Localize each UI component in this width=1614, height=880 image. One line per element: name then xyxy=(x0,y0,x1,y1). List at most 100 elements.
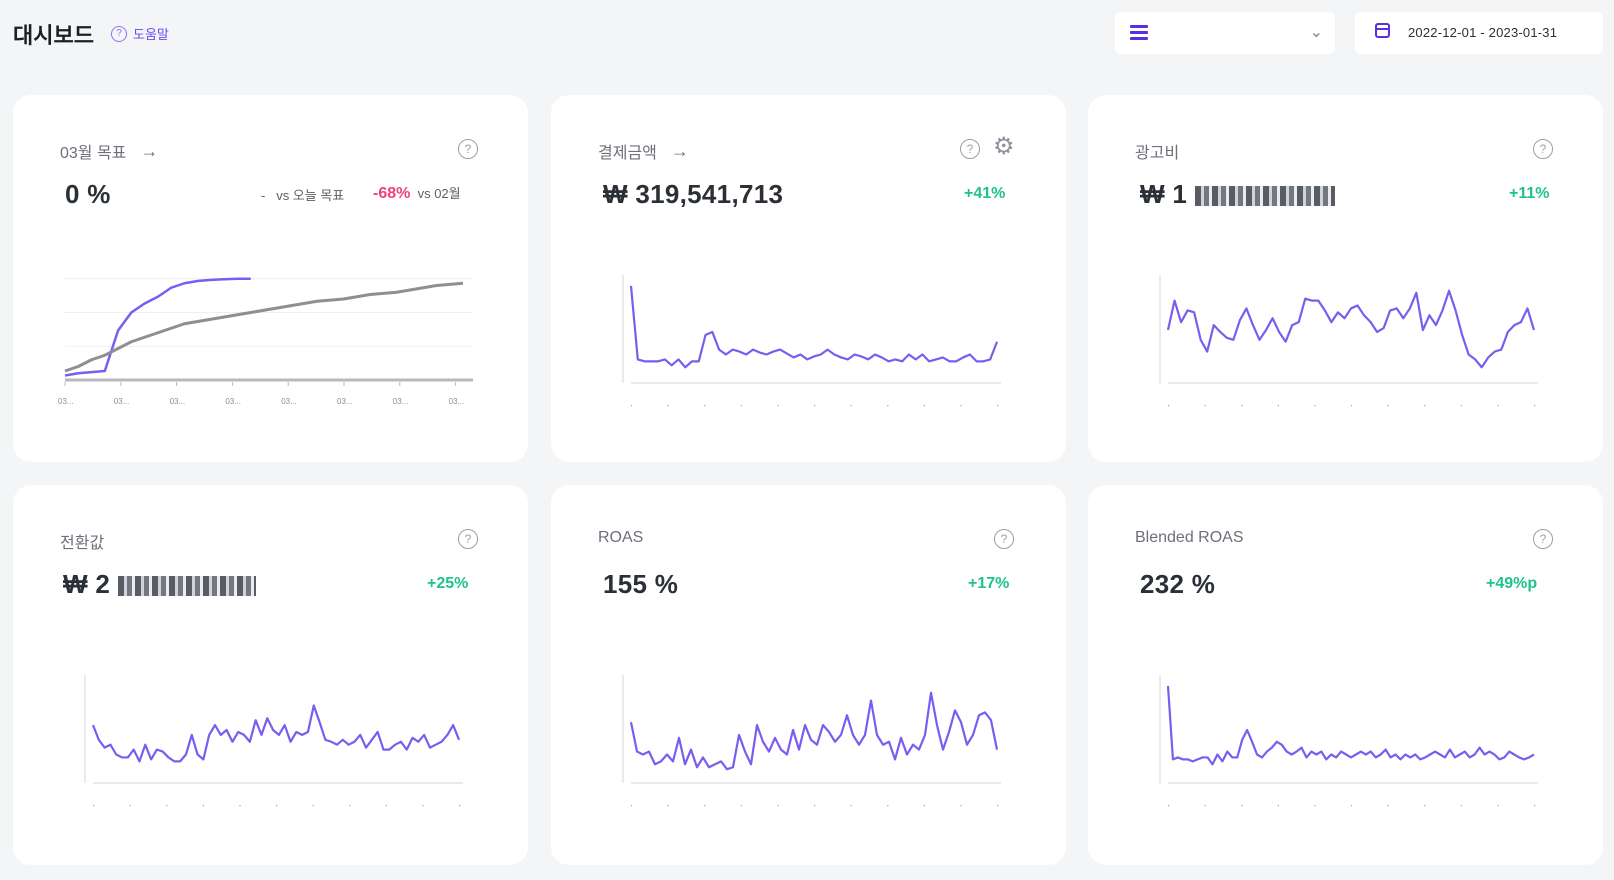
x-tick xyxy=(166,805,168,807)
help-icon[interactable]: ? xyxy=(960,139,980,159)
x-tick xyxy=(312,805,314,807)
x-tick xyxy=(887,805,889,807)
x-tick xyxy=(740,805,742,807)
help-icon: ? xyxy=(111,25,127,42)
arrow-right-icon[interactable]: → xyxy=(140,140,159,161)
redacted-mask xyxy=(1194,186,1335,207)
x-tick xyxy=(1387,405,1389,407)
card-title: Blended ROAS xyxy=(1135,529,1244,547)
card-title: 03월 목표 → xyxy=(60,139,158,163)
help-icon[interactable]: ? xyxy=(994,529,1014,549)
x-tick-label: 03... xyxy=(58,397,74,406)
card-title-text: 결제금액 xyxy=(598,145,657,162)
conversion-change: +25% xyxy=(427,575,469,592)
x-tick xyxy=(459,805,461,807)
help-icon[interactable]: ? xyxy=(1533,139,1553,159)
goal-value: 0 % xyxy=(65,179,111,209)
x-tick-label: 03... xyxy=(337,397,353,406)
vs-today-label: vs 오늘 목표 xyxy=(276,188,345,203)
x-tick xyxy=(1204,405,1206,407)
x-tick xyxy=(1241,805,1243,807)
calendar-icon xyxy=(1375,23,1390,38)
x-tick xyxy=(1277,405,1279,407)
x-tick xyxy=(385,805,387,807)
vs-today-value: - xyxy=(261,188,266,203)
top-bar: 대시보드 ? 도움말 ⌄ 2022-12-01 - 2023-01-31 xyxy=(0,0,1614,70)
card-roas: ROAS ? 155 % +17% xyxy=(551,485,1066,865)
series-line xyxy=(629,285,999,369)
x-tick xyxy=(1497,805,1499,807)
x-tick xyxy=(1204,805,1206,807)
ad-spend-chart xyxy=(1159,275,1538,407)
x-tick xyxy=(1351,805,1353,807)
card-title-text: ROAS xyxy=(598,529,644,546)
series-line xyxy=(1166,289,1536,369)
x-tick xyxy=(1460,405,1462,407)
x-tick xyxy=(740,405,742,407)
vs-today: - vs 오늘 목표 xyxy=(261,185,344,204)
x-tick xyxy=(1314,405,1316,407)
x-tick xyxy=(960,805,962,807)
conversion-value-prefix: ₩ 2 xyxy=(63,569,111,599)
roas-change: +17% xyxy=(968,575,1010,592)
gear-icon[interactable]: ⚙ xyxy=(993,133,1015,160)
x-tick xyxy=(887,405,889,407)
payment-chart xyxy=(622,275,1001,407)
vs-month-value: -68% xyxy=(373,185,411,202)
ad-spend-value: ₩ 1 xyxy=(1140,179,1335,210)
x-tick xyxy=(129,805,131,807)
x-tick xyxy=(93,805,95,807)
store-select[interactable]: ⌄ xyxy=(1115,12,1335,54)
x-tick xyxy=(704,405,706,407)
card-title: 광고비 xyxy=(1135,139,1179,163)
series-line xyxy=(629,691,999,771)
x-tick-label: 03... xyxy=(170,397,186,406)
x-tick xyxy=(777,805,779,807)
x-tick xyxy=(1314,805,1316,807)
arrow-right-icon[interactable]: → xyxy=(670,140,689,161)
x-tick xyxy=(349,805,351,807)
help-icon[interactable]: ? xyxy=(458,529,478,549)
date-range-picker[interactable]: 2022-12-01 - 2023-01-31 xyxy=(1355,12,1603,54)
x-tick-label: 03... xyxy=(225,397,241,406)
x-tick xyxy=(276,805,278,807)
blended-roas-change: +49%p xyxy=(1486,575,1538,592)
x-tick xyxy=(1424,805,1426,807)
date-range-text: 2022-12-01 - 2023-01-31 xyxy=(1408,25,1558,40)
vs-month: -68% vs 02월 xyxy=(373,183,461,203)
card-conversion-value: 전환값 ? ₩ 2 +25% xyxy=(13,485,528,865)
x-tick xyxy=(997,405,999,407)
x-tick-label: 03... xyxy=(114,397,130,406)
x-tick xyxy=(202,805,204,807)
menu-icon xyxy=(1130,25,1148,41)
blended-roas-chart xyxy=(1159,675,1538,807)
help-icon[interactable]: ? xyxy=(1533,529,1553,549)
ad-spend-change: +11% xyxy=(1509,185,1550,202)
x-tick xyxy=(1534,805,1536,807)
x-tick xyxy=(667,405,669,407)
x-tick xyxy=(814,405,816,407)
x-tick xyxy=(1497,405,1499,407)
x-tick xyxy=(704,805,706,807)
x-tick xyxy=(850,805,852,807)
help-icon[interactable]: ? xyxy=(458,139,478,159)
x-tick-label: 03... xyxy=(449,397,465,406)
redacted-mask xyxy=(117,576,256,597)
card-title: 전환값 xyxy=(60,529,104,553)
chevron-down-icon: ⌄ xyxy=(1309,24,1323,41)
card-title-text: 전환값 xyxy=(60,535,105,552)
x-tick xyxy=(631,805,633,807)
card-title: ROAS xyxy=(598,529,643,547)
ad-spend-value-prefix: ₩ 1 xyxy=(1140,179,1188,209)
x-tick xyxy=(422,805,424,807)
x-tick xyxy=(1460,805,1462,807)
series-line xyxy=(1166,685,1535,766)
vs-month-label: vs 02월 xyxy=(417,186,461,201)
roas-chart xyxy=(622,675,1001,807)
series-line xyxy=(91,704,461,763)
help-link[interactable]: ? 도움말 xyxy=(111,24,169,43)
x-tick xyxy=(997,805,999,807)
payment-value: ₩ 319,541,713 xyxy=(603,179,784,209)
x-tick xyxy=(1424,405,1426,407)
x-tick xyxy=(1168,805,1170,807)
